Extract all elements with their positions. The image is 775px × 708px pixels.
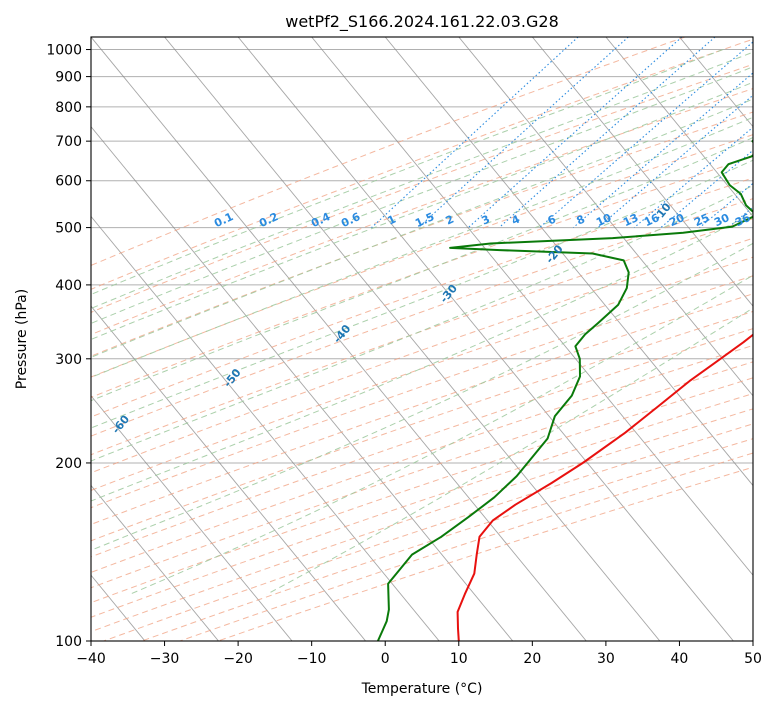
y-tick-label: 800 (55, 100, 82, 116)
x-tick-label: 40 (671, 651, 689, 667)
isotherm-line (91, 395, 293, 641)
axes: −40 −30 −20 −10 0 10 20 30 40 50 1000 900 800 700 600 5… (46, 43, 762, 667)
x-tick-label: 20 (523, 651, 541, 667)
isotherm-line (458, 37, 753, 397)
y-tick-label: 100 (55, 634, 82, 650)
y-tick-label: 500 (55, 221, 82, 237)
mixing-ratio-label: 16 (642, 211, 662, 229)
mixing-ratio-line (467, 37, 683, 229)
plot-area: -100-90-80-70-60-50-40-30-20-10010203040… (0, 37, 753, 641)
mixing-ratio-line (418, 37, 629, 229)
y-tick-label: 700 (55, 134, 82, 150)
mixing-ratio-label: 30 (712, 211, 732, 229)
moist-adiabat-line (91, 81, 753, 341)
dry-adiabat-line (91, 177, 753, 418)
mixing-ratio-line (633, 126, 753, 229)
y-tick-label: 900 (55, 70, 82, 86)
mixing-ratio-line (750, 225, 753, 229)
isotherm-label: -70 (0, 464, 17, 488)
dry-adiabat-line (91, 37, 686, 266)
moist-adiabat-line (91, 159, 753, 429)
isotherm-line (91, 37, 587, 641)
x-tick-label: 0 (381, 651, 390, 667)
dry-adiabat-line (91, 237, 753, 474)
mixing-ratio-line (539, 41, 753, 229)
x-tick-label: −10 (297, 651, 327, 667)
mixing-ratio-line (597, 94, 753, 229)
isotherm-label: -60 (109, 412, 132, 436)
dry-adiabat-line (91, 377, 753, 604)
mixing-ratio-line (371, 37, 579, 229)
y-axis-label: Pressure (hPa) (14, 289, 30, 389)
moist-adiabat-line (91, 66, 753, 324)
mixing-ratio-label: 13 (621, 211, 640, 229)
moist-adiabat-line (129, 274, 753, 595)
dry-adiabat-line (91, 88, 753, 336)
isotherm-line (752, 37, 753, 38)
temperature-profile (456, 333, 753, 641)
y-tick-label: 300 (55, 352, 82, 368)
isotherm-line (0, 37, 71, 641)
x-tick-label: 30 (597, 651, 615, 667)
x-tick-label: −20 (223, 651, 253, 667)
isotherm-label: -50 (221, 366, 244, 390)
y-tick-label: 1000 (46, 43, 82, 59)
mixing-ratio-label: 2 (444, 213, 456, 228)
mixing-ratio-line (699, 182, 753, 229)
y-tick-label: 400 (55, 278, 82, 294)
isotherm-line (91, 305, 366, 641)
x-tick-label: 50 (744, 651, 762, 667)
plot-frame (90, 36, 754, 642)
dry-adiabat-line (91, 328, 753, 558)
x-tick-label: −30 (150, 651, 180, 667)
mixing-ratio-label: 20 (667, 211, 687, 229)
dry-adiabat-line (91, 38, 753, 290)
moist-adiabat-line (91, 51, 753, 310)
y-tick-label: 200 (55, 456, 82, 472)
grid-layer (91, 49, 753, 641)
mixing-ratio-label: 10 (594, 211, 614, 229)
x-axis-label: Temperature (°C) (361, 681, 483, 697)
mixing-ratio-label: 6 (546, 212, 559, 227)
data-layer (376, 138, 753, 641)
dry-adiabat-line (91, 275, 753, 509)
isotherm-line (531, 37, 753, 307)
mixing-ratio-line (572, 72, 753, 229)
moist-adiabat-line (91, 212, 753, 502)
isoline-labels: -100-90-80-70-60-50-40-30-20-10010203040… (0, 200, 753, 488)
x-tick-label: 10 (450, 651, 468, 667)
moist-adiabat-line (91, 137, 753, 402)
isotherm-label: -40 (331, 322, 354, 346)
mixing-ratio-label: 36 (733, 211, 753, 229)
isotherm-line (91, 215, 440, 641)
dry-adiabat-line (91, 111, 753, 357)
moist-adiabat-line (91, 98, 753, 358)
dewpoint-profile (376, 138, 753, 641)
moist-adiabat-line (91, 116, 753, 378)
isotherm-line (679, 37, 753, 128)
isotherm-line (237, 37, 734, 641)
background-lines (0, 37, 753, 641)
isotherm-line (91, 125, 514, 641)
y-tick-label: 600 (55, 174, 82, 190)
dry-adiabat-line (103, 423, 753, 641)
isotherm-line (164, 37, 661, 641)
dry-adiabat-line (217, 466, 753, 641)
chart-title: wetPf2_S166.2024.161.22.03.G28 (285, 12, 559, 32)
mixing-ratio-label: 4 (510, 212, 523, 227)
isotherm-line (605, 37, 753, 218)
x-tick-label: −40 (76, 651, 106, 667)
moist-adiabat-line (266, 307, 753, 595)
isotherm-line (384, 37, 753, 487)
mixing-ratio-label: 25 (692, 211, 711, 229)
moist-adiabat-line (91, 49, 724, 295)
dry-adiabat-line (91, 218, 753, 456)
dry-adiabat-line (91, 361, 753, 589)
